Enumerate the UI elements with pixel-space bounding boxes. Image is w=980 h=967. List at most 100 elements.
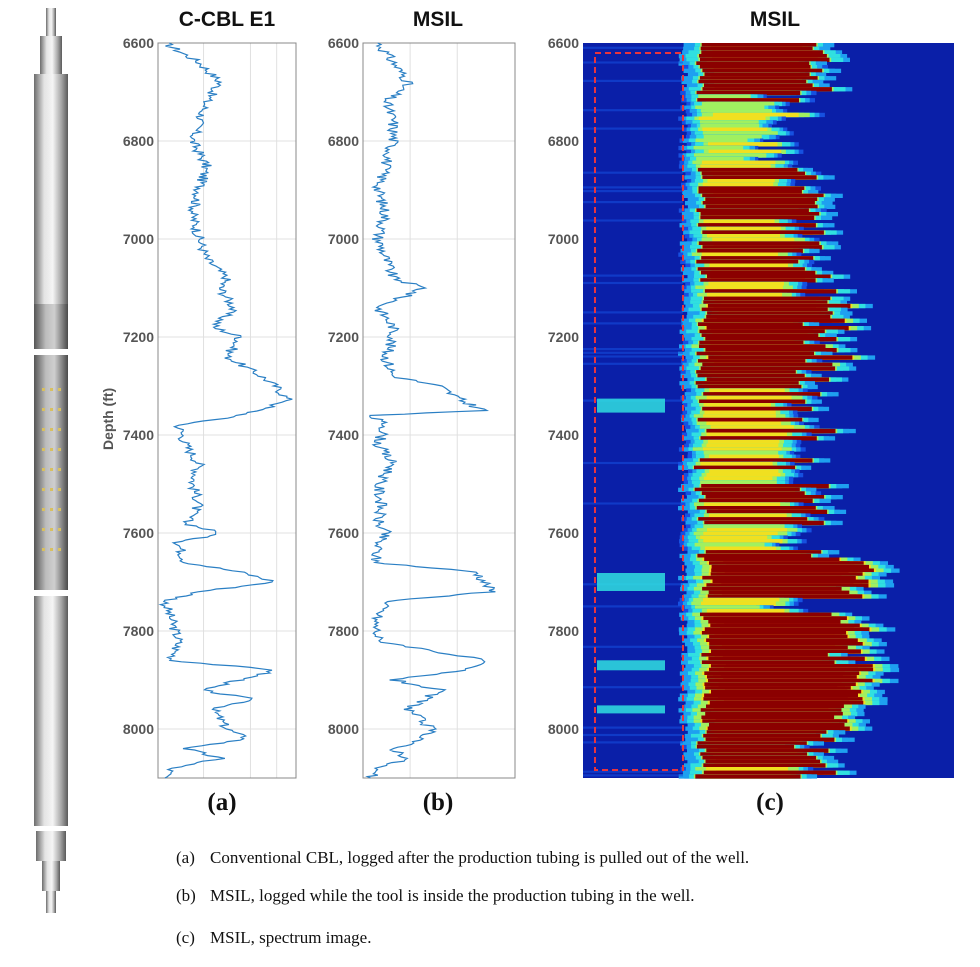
heatmap-band (703, 447, 782, 452)
heatmap-core (701, 43, 817, 48)
ticks-a-tick-7000: 7000 (122, 231, 154, 247)
heatmap-core (703, 697, 863, 702)
heatmap-core (710, 572, 863, 577)
heatmap-core (700, 212, 820, 217)
heatmap-stripe (583, 362, 683, 365)
heatmap-core (702, 575, 856, 581)
ticks-c-tick-6600: 6600 (547, 35, 579, 51)
heatmap-core (706, 704, 844, 709)
ticks-b-tick-7200: 7200 (327, 329, 359, 345)
caption-c: (c) MSIL, spectrum image. (176, 928, 371, 948)
ticks-a-tick-6800: 6800 (122, 133, 154, 149)
heatmap-stripe (583, 186, 683, 189)
heatmap-band (704, 410, 776, 415)
heatmap-core (710, 664, 873, 669)
ticks-a-tick-8000: 8000 (122, 721, 154, 737)
heatmap-core (704, 693, 858, 698)
heatmap-band (699, 120, 759, 125)
heatmap-core (702, 245, 822, 250)
caption-b-text: MSIL, logged while the tool is inside th… (210, 886, 695, 905)
heatmap-core (704, 557, 840, 562)
ticks-c-tick-7200: 7200 (547, 329, 579, 345)
heatmap-core (701, 270, 816, 276)
heatmap-core (700, 752, 808, 757)
heatmap-core (705, 348, 837, 353)
heatmap-band (703, 476, 773, 481)
heatmap-stripe (583, 770, 683, 773)
heatmap-core (694, 465, 796, 470)
heatmap-core (708, 590, 850, 595)
plot-frame (362, 42, 516, 779)
heatmap-core (701, 631, 847, 636)
heatmap-core (700, 46, 813, 51)
heatmap-core (705, 337, 837, 342)
heatmap-core (702, 193, 824, 198)
heatmap-core (698, 359, 806, 364)
heatmap-core (706, 509, 828, 514)
heatmap-core (697, 267, 805, 272)
heatmap-band (701, 252, 778, 257)
caption-a-key: (a) (176, 848, 195, 867)
heatmap-band (708, 149, 782, 154)
heatmap-core (700, 215, 815, 220)
panel-a-title: C-CBL E1 (178, 8, 276, 31)
heatmap-core (697, 741, 807, 746)
heatmap-core (708, 620, 841, 625)
heatmap-core (699, 76, 818, 81)
heatmap-core (707, 675, 857, 680)
heatmap-stripe (583, 109, 683, 112)
heatmap-stripe (583, 171, 683, 174)
ticks-c-tick-7600: 7600 (547, 525, 579, 541)
heatmap-stripe (583, 741, 683, 744)
heatmap-band (702, 127, 768, 132)
heatmap-core (702, 362, 833, 367)
heatmap-band (701, 160, 776, 165)
heatmap-core (707, 594, 863, 599)
heatmap-band (693, 145, 744, 151)
heatmap-core (709, 722, 845, 728)
heatmap-band (712, 237, 795, 243)
heatmap-core (696, 259, 799, 265)
heatmap-core (704, 671, 860, 676)
heatmap-core (704, 72, 810, 77)
heatmap-core (709, 700, 864, 706)
heatmap-band (706, 443, 779, 448)
heatmap-stripe (583, 348, 683, 351)
caption-c-text: MSIL, spectrum image. (210, 928, 372, 947)
heatmap-band (703, 134, 762, 140)
ticks-c-tick-7800: 7800 (547, 623, 579, 639)
heatmap-band (703, 414, 776, 419)
heatmap-stripe (583, 355, 683, 358)
heatmap-band (700, 461, 773, 467)
heatmap-core (699, 54, 827, 59)
panel-b-title: MSIL (412, 8, 464, 31)
ticks-c-tick-6800: 6800 (547, 133, 579, 149)
heatmap-stripe (583, 46, 683, 49)
ticks-b-tick-7600: 7600 (327, 525, 359, 541)
ticks-a-tick-7400: 7400 (122, 427, 154, 443)
heatmap-band (709, 388, 785, 393)
heatmap-core (698, 79, 807, 85)
caption-a-text: Conventional CBL, logged after the produ… (210, 848, 750, 867)
heatmap-stripe (583, 351, 683, 354)
heatmap-anomaly (597, 705, 665, 714)
heatmap-band (703, 502, 781, 507)
caption-b-key: (b) (176, 886, 196, 905)
heatmap-core (706, 314, 831, 320)
heatmap-band (706, 395, 792, 401)
heatmap-core (701, 50, 823, 55)
heatmap-core (709, 561, 864, 566)
heatmap-core (706, 326, 849, 331)
heatmap-core (700, 57, 830, 62)
panel-c-label: (c) (756, 789, 784, 816)
heatmap-core (696, 370, 796, 375)
heatmap-band (695, 138, 748, 143)
heatmap-core (700, 612, 832, 617)
heatmap-band (705, 285, 783, 290)
heatmap-stripe (583, 502, 683, 505)
heatmap-band (696, 156, 744, 162)
heatmap-band (698, 542, 761, 548)
heatmap-anomaly (597, 573, 665, 591)
heatmap-core (705, 686, 851, 691)
heatmap-core (711, 564, 869, 570)
